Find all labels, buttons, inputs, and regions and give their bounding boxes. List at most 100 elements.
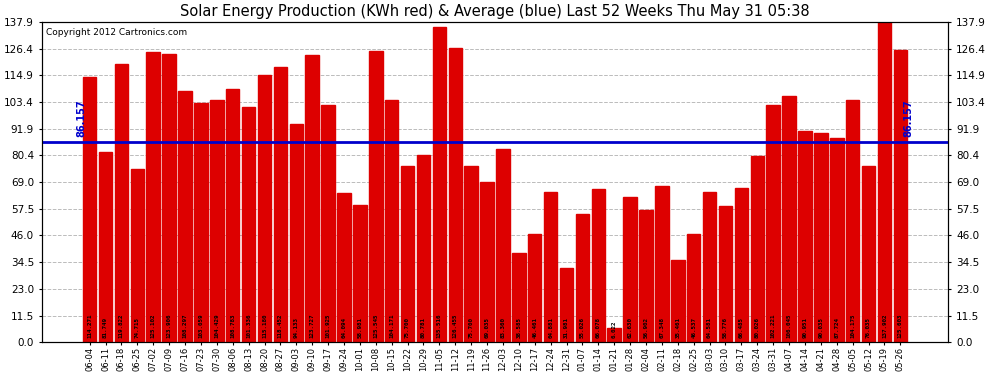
Title: Solar Energy Production (KWh red) & Average (blue) Last 52 Weeks Thu May 31 05:3: Solar Energy Production (KWh red) & Aver…	[180, 4, 810, 19]
Bar	[878, 22, 891, 342]
Text: 80.026: 80.026	[754, 317, 759, 338]
Text: 101.336: 101.336	[247, 313, 251, 338]
Text: 67.348: 67.348	[659, 317, 664, 338]
Text: 64.881: 64.881	[548, 317, 553, 338]
Text: 64.581: 64.581	[707, 317, 712, 338]
Text: 137.902: 137.902	[882, 313, 887, 338]
Text: 86.157: 86.157	[76, 100, 87, 138]
Text: 46.461: 46.461	[533, 317, 538, 338]
Bar	[401, 166, 415, 342]
Text: 126.455: 126.455	[452, 313, 457, 338]
Bar	[814, 133, 828, 342]
Text: 31.981: 31.981	[564, 317, 569, 338]
Bar	[464, 166, 478, 342]
Text: 125.603: 125.603	[898, 313, 903, 338]
Text: 56.902: 56.902	[644, 317, 648, 338]
Text: 135.516: 135.516	[437, 313, 442, 338]
Text: 104.175: 104.175	[850, 313, 855, 338]
Text: 119.822: 119.822	[119, 313, 124, 338]
Text: 123.727: 123.727	[310, 313, 315, 338]
Text: 102.221: 102.221	[770, 313, 776, 338]
Bar	[322, 105, 335, 342]
Bar	[115, 64, 128, 342]
Bar	[640, 210, 652, 342]
Bar	[592, 189, 605, 342]
Text: 66.078: 66.078	[596, 317, 601, 338]
Text: 108.783: 108.783	[231, 313, 236, 338]
Bar	[131, 169, 145, 342]
Bar	[894, 50, 907, 342]
Bar	[417, 154, 431, 342]
Bar	[687, 234, 701, 342]
Bar	[147, 51, 160, 342]
Text: 87.724: 87.724	[835, 317, 840, 338]
Text: 104.171: 104.171	[389, 313, 394, 338]
Text: 74.715: 74.715	[135, 317, 140, 338]
Bar	[655, 186, 668, 342]
Bar	[448, 48, 462, 342]
Bar	[369, 51, 382, 342]
Bar	[496, 148, 510, 342]
Text: 58.776: 58.776	[723, 317, 728, 338]
Bar	[608, 328, 621, 342]
Bar	[194, 103, 208, 342]
Bar	[703, 192, 717, 342]
Bar	[289, 123, 303, 342]
Text: 114.271: 114.271	[87, 313, 92, 338]
Text: 108.297: 108.297	[182, 313, 187, 338]
Bar	[257, 75, 271, 342]
Bar	[162, 54, 176, 342]
Text: 115.180: 115.180	[262, 313, 267, 338]
Text: 62.630: 62.630	[628, 317, 633, 338]
Text: 103.059: 103.059	[198, 313, 203, 338]
Bar	[575, 214, 589, 342]
Bar	[480, 182, 494, 342]
Bar	[353, 205, 366, 342]
Text: 55.026: 55.026	[580, 317, 585, 338]
Text: 64.094: 64.094	[342, 317, 346, 338]
Bar	[210, 100, 224, 342]
Text: 123.906: 123.906	[166, 313, 171, 338]
Bar	[862, 166, 875, 342]
Text: 6.022: 6.022	[612, 320, 617, 338]
Bar	[178, 91, 192, 342]
Bar	[385, 100, 398, 342]
Bar	[83, 77, 96, 342]
Text: 38.585: 38.585	[517, 317, 522, 338]
Bar	[735, 188, 748, 342]
Bar	[830, 138, 843, 342]
Text: 58.981: 58.981	[357, 317, 362, 338]
Text: 94.133: 94.133	[294, 317, 299, 338]
Text: 125.545: 125.545	[373, 313, 378, 338]
Bar	[798, 131, 812, 342]
Bar	[750, 156, 764, 342]
Bar	[242, 107, 255, 342]
Bar	[845, 100, 859, 342]
Text: 106.045: 106.045	[787, 313, 792, 338]
Text: 104.429: 104.429	[214, 313, 220, 338]
Bar	[719, 206, 733, 342]
Text: 35.461: 35.461	[675, 317, 680, 338]
Text: 80.781: 80.781	[421, 317, 426, 338]
Text: 69.035: 69.035	[484, 317, 489, 338]
Bar	[306, 55, 319, 342]
Bar	[512, 253, 526, 342]
Bar	[544, 192, 557, 342]
Bar	[766, 105, 780, 342]
Text: 86.157: 86.157	[903, 100, 914, 138]
Bar	[226, 90, 240, 342]
Text: 81.749: 81.749	[103, 317, 108, 338]
Text: 90.951: 90.951	[803, 317, 808, 338]
Bar	[338, 194, 350, 342]
Text: 76.035: 76.035	[866, 317, 871, 338]
Bar	[624, 197, 637, 342]
Text: 75.700: 75.700	[468, 317, 473, 338]
Text: Copyright 2012 Cartronics.com: Copyright 2012 Cartronics.com	[47, 28, 187, 37]
Bar	[559, 268, 573, 342]
Bar	[782, 96, 796, 342]
Bar	[99, 152, 112, 342]
Text: 46.537: 46.537	[691, 317, 696, 338]
Bar	[671, 260, 684, 342]
Text: 125.102: 125.102	[150, 313, 155, 338]
Text: 75.700: 75.700	[405, 317, 410, 338]
